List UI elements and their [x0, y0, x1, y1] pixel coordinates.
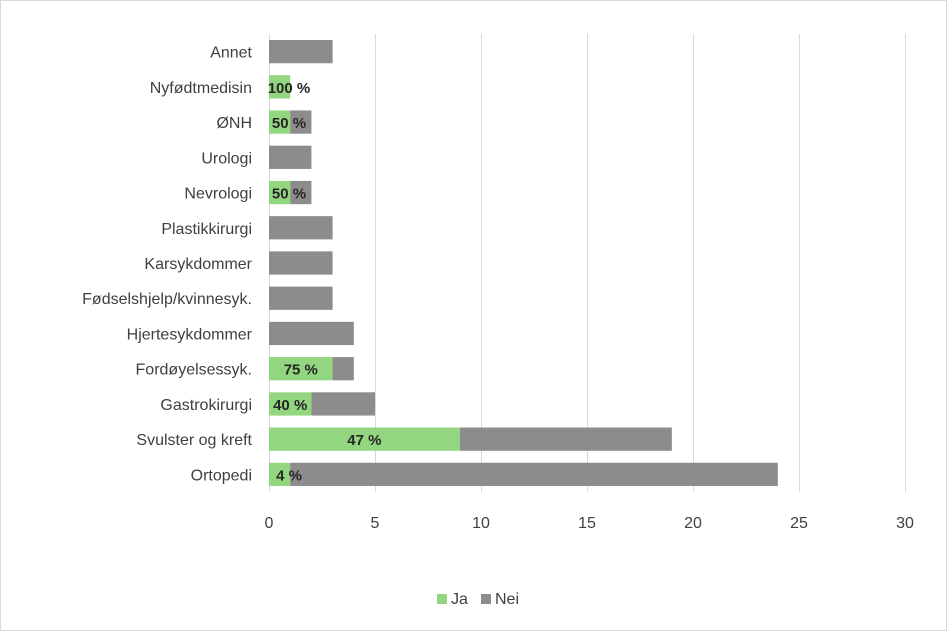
x-tick-label: 0	[265, 515, 274, 532]
category-labels: Annet Nyfødtmedisin ØNH Urologi Nevrologi Pla…	[82, 45, 253, 485]
bar-ja-2	[269, 110, 291, 134]
category-label: Ortopedi	[191, 467, 252, 484]
x-tick-label: 30	[896, 515, 914, 532]
category-label: Hjertesykdommer	[127, 326, 253, 343]
bar-nei-12	[290, 462, 778, 487]
category-label: Karsykdommer	[144, 256, 252, 273]
legend: Ja Nei	[437, 591, 519, 608]
bar-ja-9	[269, 357, 333, 381]
bar-nei-10	[311, 392, 375, 416]
bar-nei-5	[269, 216, 333, 240]
legend-swatch-nei	[481, 594, 491, 604]
bar-nei-0	[269, 39, 333, 64]
category-label: Annet	[210, 45, 252, 62]
bar-nei-8	[269, 321, 354, 346]
category-label: ØNH	[216, 115, 252, 132]
bar-nei-11	[459, 427, 672, 451]
bars	[269, 39, 778, 487]
bar-nei-6	[269, 251, 333, 275]
category-label: Plastikkirurgi	[161, 221, 252, 238]
gridlines	[269, 34, 906, 492]
x-tick-label: 20	[684, 515, 702, 532]
x-tick-labels: 0 5 10 15 20 25 30	[265, 515, 914, 532]
x-tick-label: 5	[371, 515, 380, 532]
x-tick-label: 25	[790, 515, 808, 532]
category-label: Urologi	[201, 150, 252, 167]
bar-nei-2	[290, 110, 312, 134]
legend-label-ja: Ja	[451, 591, 468, 608]
bar-nei-3	[269, 145, 312, 169]
x-tick-label: 10	[472, 515, 490, 532]
data-label: 75 %	[284, 362, 318, 379]
data-label: 100 %	[268, 80, 311, 97]
bar-ja-10	[269, 392, 312, 416]
bar-ja-11	[269, 427, 460, 451]
data-label: 4 %	[276, 467, 302, 484]
data-label: 40 %	[273, 397, 307, 414]
data-label: 50 %	[272, 115, 306, 132]
bar-ja-1	[269, 75, 291, 99]
legend-label-nei: Nei	[495, 591, 519, 608]
bar-nei-7	[269, 286, 333, 310]
category-label: Nyfødtmedisin	[150, 80, 252, 97]
category-label: Nevrologi	[184, 186, 252, 203]
category-label: Gastrokirurgi	[160, 397, 252, 414]
category-label: Fødselshjelp/kvinnesyk.	[82, 291, 252, 308]
category-label: Fordøyelsessyk.	[136, 362, 252, 379]
data-label: 47 %	[347, 432, 381, 449]
data-labels: 100 % 50 % 50 % 75 % 40 % 47 % 4 %	[268, 80, 382, 485]
x-tick-label: 15	[578, 515, 596, 532]
bar-ja-4	[269, 180, 291, 205]
category-label: Svulster og kreft	[136, 432, 252, 449]
legend-swatch-ja	[437, 594, 447, 604]
bar-nei-4	[290, 180, 312, 205]
bar-ja-12	[269, 462, 291, 487]
bar-nei-9	[332, 357, 354, 381]
data-label: 50 %	[272, 186, 306, 203]
